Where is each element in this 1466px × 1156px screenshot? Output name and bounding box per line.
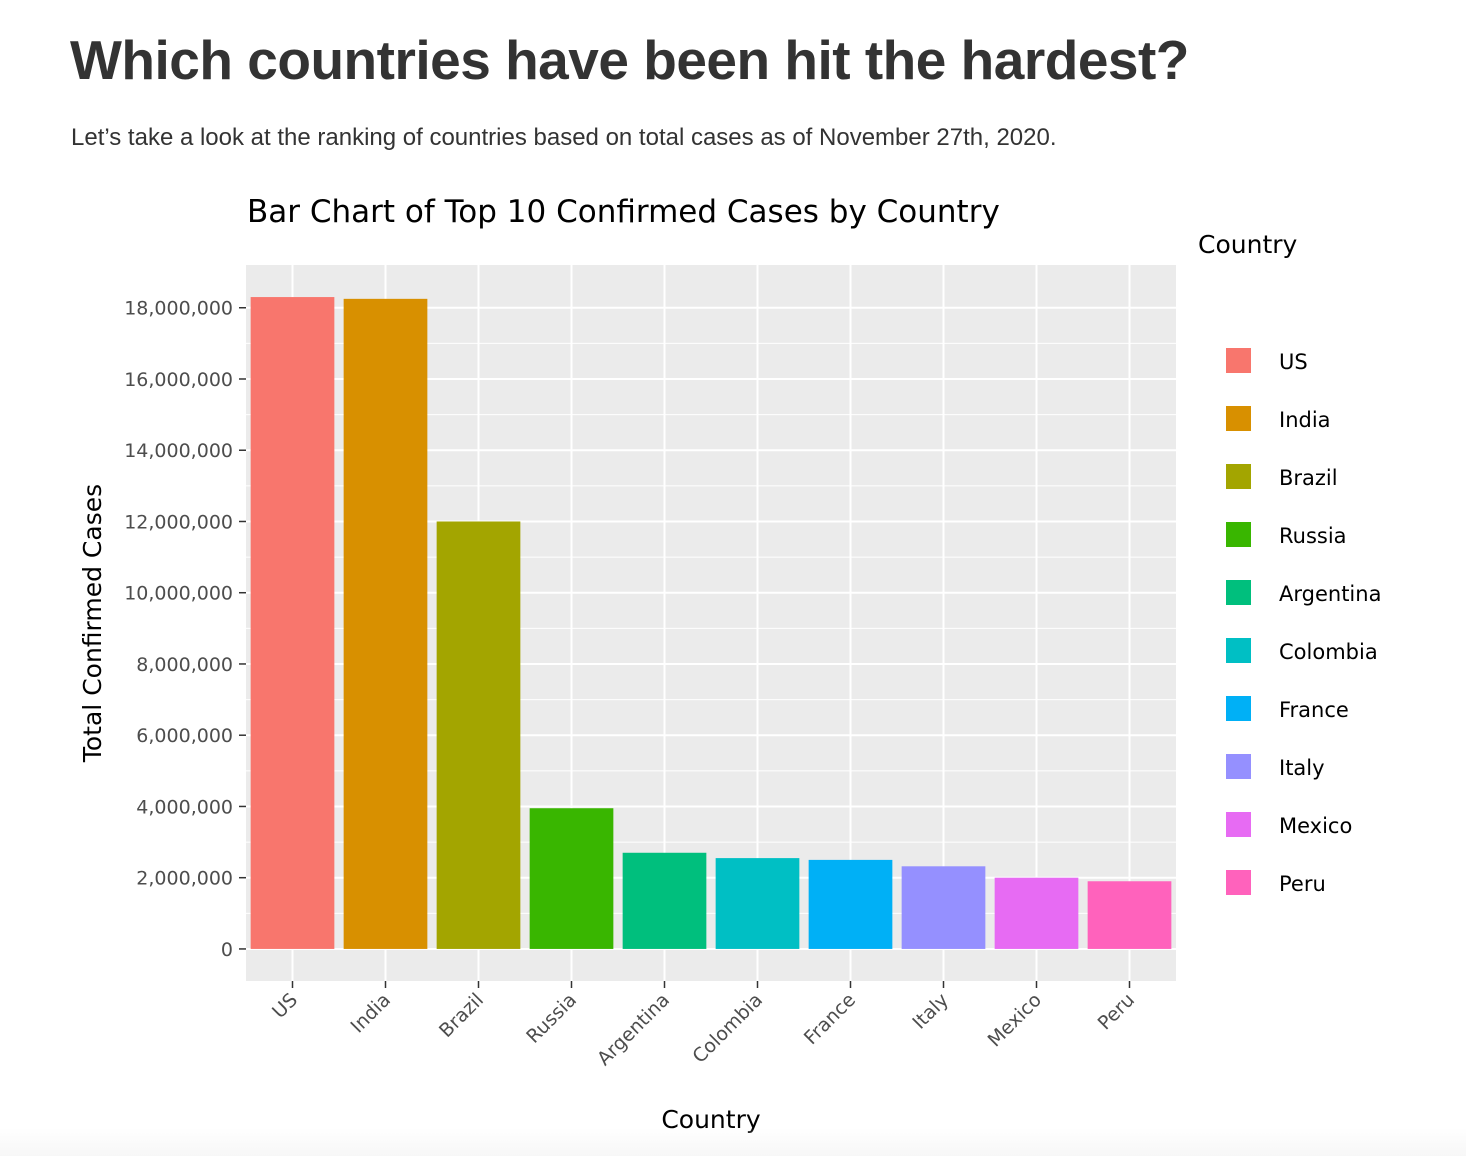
bottom-fade bbox=[0, 1128, 1466, 1156]
legend-swatch bbox=[1226, 580, 1251, 605]
chart-title: Bar Chart of Top 10 Confirmed Cases by C… bbox=[247, 194, 1000, 230]
legend-label: Colombia bbox=[1279, 640, 1378, 664]
bar-argentina bbox=[622, 852, 707, 949]
legend-label: Argentina bbox=[1279, 582, 1381, 606]
legend-title: Country bbox=[1198, 230, 1298, 259]
legend-swatch bbox=[1226, 696, 1251, 721]
legend-swatch bbox=[1226, 754, 1251, 779]
legend-swatch bbox=[1226, 870, 1251, 895]
y-axis-label: Total Confirmed Cases bbox=[78, 484, 107, 763]
legend-label: Brazil bbox=[1279, 466, 1338, 490]
bar-colombia bbox=[715, 858, 800, 949]
x-tick-label: France bbox=[800, 989, 860, 1049]
x-axis: US India Brazil Russia Argentina Colombia Fran… bbox=[268, 981, 1139, 1070]
bar-russia bbox=[529, 808, 614, 949]
legend-swatch bbox=[1226, 406, 1251, 431]
y-tick-label: 6,000,000 bbox=[136, 725, 233, 747]
x-tick-label: Brazil bbox=[435, 989, 488, 1042]
legend-swatch bbox=[1226, 812, 1251, 837]
y-tick-label: 14,000,000 bbox=[124, 440, 233, 462]
bar-us bbox=[250, 297, 335, 949]
bar-italy bbox=[901, 866, 986, 949]
bars bbox=[250, 297, 1172, 949]
bar-france bbox=[808, 859, 893, 949]
x-tick-label: Peru bbox=[1094, 989, 1139, 1034]
x-tick-label: US bbox=[268, 989, 302, 1023]
y-tick-label: 16,000,000 bbox=[124, 369, 233, 391]
x-tick-label: Colombia bbox=[688, 989, 767, 1068]
bar-brazil bbox=[436, 521, 521, 949]
y-axis: 0 2,000,000 4,000,000 6,000,000 8,000,000 10,… bbox=[124, 298, 246, 961]
bar-india bbox=[343, 298, 428, 949]
legend-label: France bbox=[1279, 698, 1349, 722]
x-tick-label: Argentina bbox=[593, 989, 674, 1070]
legend-label: US bbox=[1279, 350, 1308, 374]
bar-peru bbox=[1087, 881, 1172, 949]
legend-label: Russia bbox=[1279, 524, 1347, 548]
legend-label: India bbox=[1279, 408, 1331, 432]
x-tick-label: Italy bbox=[908, 989, 953, 1034]
bar-mexico bbox=[994, 877, 1079, 949]
legend-swatch bbox=[1226, 464, 1251, 489]
legend-label: Mexico bbox=[1279, 814, 1352, 838]
y-tick-label: 10,000,000 bbox=[124, 583, 233, 605]
legend-swatch bbox=[1226, 638, 1251, 663]
legend: US India Brazil Russia Argentina Colombia Fran… bbox=[1226, 348, 1381, 896]
y-tick-label: 2,000,000 bbox=[136, 868, 233, 890]
y-tick-label: 12,000,000 bbox=[124, 511, 233, 533]
x-tick-label: Russia bbox=[522, 989, 581, 1048]
legend-swatch bbox=[1226, 348, 1251, 373]
x-tick-label: India bbox=[346, 989, 395, 1038]
y-tick-label: 18,000,000 bbox=[124, 298, 233, 320]
page-subtitle: Let’s take a look at the ranking of coun… bbox=[71, 124, 1057, 151]
y-tick-label: 4,000,000 bbox=[136, 796, 233, 818]
legend-label: Italy bbox=[1279, 756, 1325, 780]
page-title: Which countries have been hit the hardes… bbox=[70, 29, 1189, 91]
legend-label: Peru bbox=[1279, 872, 1326, 896]
y-tick-label: 8,000,000 bbox=[136, 654, 233, 676]
legend-swatch bbox=[1226, 522, 1251, 547]
x-tick-label: Mexico bbox=[984, 989, 1046, 1051]
y-tick-label: 0 bbox=[221, 939, 233, 961]
